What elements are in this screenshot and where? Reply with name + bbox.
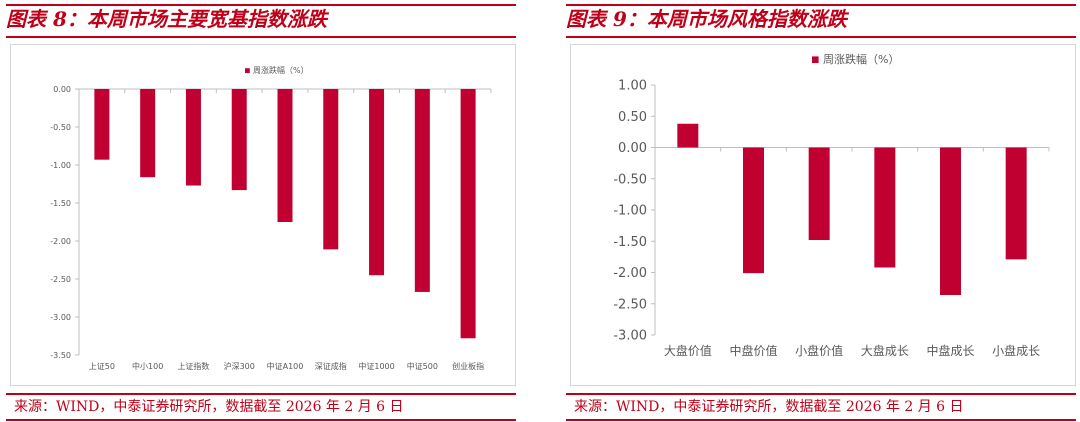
y-tick-label: -2.50 (50, 275, 71, 284)
y-tick-label: -2.00 (613, 266, 647, 281)
source-note: 来源：WIND，中泰证券研究所，数据截至 2026 年 2 月 6 日 (14, 399, 404, 415)
y-tick-label: -3.50 (50, 351, 71, 360)
bottom-rule (6, 419, 516, 421)
right-panel: 图表 9：本周市场风格指数涨跌 周涨跌幅（%） 1.00 0.50 0.00 -0.50… (560, 0, 1080, 422)
bar (185, 89, 201, 186)
legend-label: 周涨跌幅（%） (823, 52, 899, 66)
x-tick-label: 小盘成长 (992, 343, 1040, 358)
bar (743, 147, 764, 274)
left-panel: 图表 8：本周市场主要宽基指数涨跌 周涨跌幅（%） 0.00 -0.50 -1.00 -… (0, 0, 520, 422)
source-rule (566, 393, 1076, 395)
bar (140, 89, 156, 178)
y-tick-label: -3.00 (50, 313, 71, 322)
bar (940, 147, 961, 295)
x-tick-label: 中盘价值 (729, 343, 777, 358)
x-tick-label: 大盘成长 (861, 343, 909, 358)
y-tick-label: 0.00 (618, 141, 647, 156)
y-tick-label: -0.50 (613, 172, 647, 187)
y-tick-label: 0.50 (618, 110, 647, 125)
bar (231, 89, 247, 191)
legend-swatch (245, 68, 250, 73)
chart-title: 图表 9：本周市场风格指数涨跌 (566, 7, 847, 31)
bar (277, 89, 293, 222)
chart-area: 周涨跌幅（%） 1.00 0.50 0.00 -0.50 -1.00 -1.50 -2.00 -… (570, 44, 1076, 386)
legend: 周涨跌幅（%） (245, 65, 309, 75)
top-rule (566, 4, 1076, 6)
x-tick-label: 上证50 (89, 362, 115, 371)
chart-area: 周涨跌幅（%） 0.00 -0.50 -1.00 -1.50 -2.00 -2.50 -3.0… (10, 44, 516, 386)
bar (94, 89, 110, 160)
top-rule (6, 4, 516, 6)
source-rule (6, 393, 516, 395)
y-tick-label: -3.00 (613, 329, 647, 344)
bar-chart-broad-indices: 周涨跌幅（%） 0.00 -0.50 -1.00 -1.50 -2.00 -2.50 -3.0… (50, 65, 492, 371)
y-tick-label: 1.00 (618, 79, 647, 94)
bar (323, 89, 339, 250)
title-rule (6, 36, 516, 38)
bar (414, 89, 430, 292)
x-tick-label: 大盘价值 (664, 343, 712, 358)
chart-title: 图表 8：本周市场主要宽基指数涨跌 (6, 7, 327, 31)
x-tick-label: 中盘成长 (926, 343, 974, 358)
legend: 周涨跌幅（%） (812, 52, 899, 66)
x-tick-label: 中小100 (132, 361, 163, 371)
y-tick-label: -2.00 (50, 237, 71, 246)
y-tick-label: -2.50 (613, 297, 647, 312)
x-tick-label: 创业板指 (452, 361, 484, 371)
source-note: 来源：WIND，中泰证券研究所，数据截至 2026 年 2 月 6 日 (574, 399, 964, 415)
x-tick-label: 沪深300 (224, 361, 255, 371)
y-tick-label: -1.50 (50, 199, 71, 208)
bar (808, 147, 830, 240)
x-tick-label: 深证成指 (315, 361, 347, 371)
bar (874, 147, 896, 268)
bottom-rule (566, 419, 1076, 421)
x-tick-label: 中证A100 (267, 361, 304, 371)
bar-chart-style-indices: 周涨跌幅（%） 1.00 0.50 0.00 -0.50 -1.00 -1.50 -2.00 -… (613, 52, 1050, 358)
legend-swatch (812, 56, 819, 63)
y-tick-label: -1.00 (50, 161, 71, 170)
bar (677, 123, 699, 148)
x-tick-label: 上证指数 (177, 361, 209, 371)
y-tick-label: -1.00 (613, 204, 647, 219)
legend-label: 周涨跌幅（%） (253, 65, 309, 75)
bar (369, 89, 385, 276)
title-rule (566, 36, 1076, 38)
x-tick-label: 中证1000 (358, 361, 394, 371)
y-tick-label: -1.50 (613, 235, 647, 250)
bar (460, 89, 476, 339)
bar (1005, 147, 1027, 260)
x-tick-label: 中证500 (407, 361, 438, 371)
y-tick-label: -0.50 (50, 123, 71, 132)
y-tick-label: 0.00 (53, 85, 71, 94)
x-tick-label: 小盘价值 (795, 343, 843, 358)
